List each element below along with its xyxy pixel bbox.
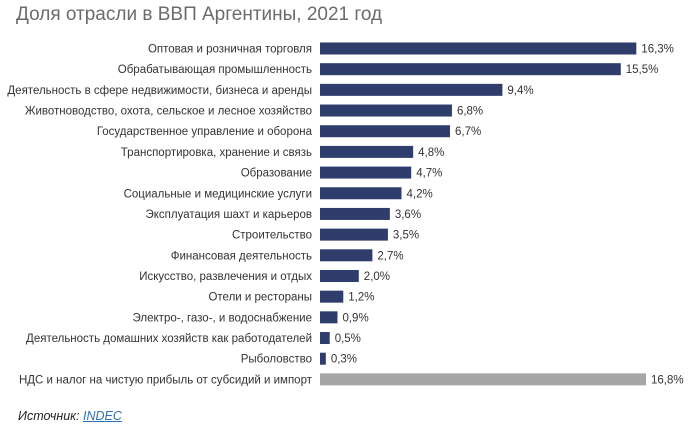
category-label: Рыболовство <box>241 354 312 366</box>
category-label: Животноводство, охота, сельское и лесное… <box>25 106 312 118</box>
bar <box>320 83 503 96</box>
category-label: Деятельность домашних хозяйств как работ… <box>26 333 312 345</box>
value-label: 0,3% <box>331 354 357 366</box>
category-label: Строительство <box>232 230 312 242</box>
bar <box>320 104 452 117</box>
value-label: 16,8% <box>651 374 684 386</box>
value-label: 4,8% <box>418 147 444 159</box>
value-label: 9,4% <box>507 85 533 97</box>
value-label: 2,7% <box>377 250 403 262</box>
bar <box>320 42 637 55</box>
bar <box>320 290 344 303</box>
chart-title: Доля отрасли в ВВП Аргентины, 2021 год <box>16 4 383 25</box>
category-label: Финансовая деятельность <box>171 250 312 262</box>
bar <box>320 166 412 179</box>
value-label: 3,5% <box>393 230 419 242</box>
value-label: 4,7% <box>416 168 442 180</box>
value-label: 6,7% <box>455 126 481 138</box>
category-label: Искусство, развлечения и отдых <box>139 271 312 283</box>
value-label: 3,6% <box>395 209 421 221</box>
category-label: Электро-, газо-, и водоснабжение <box>133 312 312 324</box>
category-label: Транспортировка, хранение и связь <box>121 147 312 159</box>
category-label: Эксплуатация шахт и карьеров <box>145 209 312 221</box>
bar <box>320 269 359 282</box>
source-link[interactable]: INDEC <box>83 409 122 423</box>
bar <box>320 63 621 76</box>
bar <box>320 332 330 345</box>
value-label: 1,2% <box>348 292 374 304</box>
value-label: 4,2% <box>407 188 433 200</box>
category-label: Оптовая и розничная торговля <box>148 44 312 56</box>
bar <box>320 228 388 241</box>
bar <box>320 145 414 158</box>
bar <box>320 125 451 138</box>
value-label: 0,5% <box>335 333 361 345</box>
bar <box>320 207 390 220</box>
bar <box>320 187 402 200</box>
value-label: 6,8% <box>457 106 483 118</box>
category-label: Социальные и медицинские услуги <box>124 188 312 200</box>
bar <box>320 249 373 262</box>
value-label: 2,0% <box>364 271 390 283</box>
category-label: Деятельность в сфере недвижимости, бизне… <box>7 85 312 97</box>
category-label: Государственное управление и оборона <box>97 126 313 138</box>
category-label: Отели и рестораны <box>208 292 312 304</box>
value-label: 16,3% <box>641 44 674 56</box>
value-label: 15,5% <box>626 64 659 76</box>
source-note: Источник: INDEC <box>18 409 122 423</box>
value-label: 0,9% <box>342 312 368 324</box>
category-label: НДС и налог на чистую прибыль от субсиди… <box>19 374 313 386</box>
category-label: Образование <box>241 168 312 180</box>
category-label: Обрабатывающая промышленность <box>118 64 312 76</box>
source-label: Источник: <box>18 409 80 423</box>
bar <box>320 373 646 386</box>
bar <box>320 352 326 365</box>
bar <box>320 311 338 324</box>
